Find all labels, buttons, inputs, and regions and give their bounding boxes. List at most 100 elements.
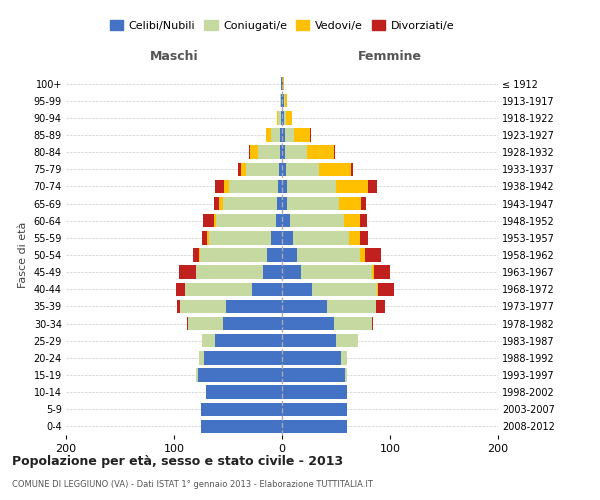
Bar [247, 162, 279, 176]
Bar [360, 214, 367, 228]
Bar [282, 248, 297, 262]
Bar [282, 300, 328, 313]
Bar [365, 248, 382, 262]
Bar [282, 386, 347, 399]
Bar [285, 94, 287, 108]
Bar [201, 402, 282, 416]
Bar [181, 300, 226, 313]
Bar [224, 180, 229, 193]
Bar [312, 282, 377, 296]
Bar [287, 197, 339, 210]
Bar [282, 334, 336, 347]
Text: Maschi: Maschi [149, 50, 199, 63]
Bar [177, 300, 181, 313]
Bar [282, 282, 312, 296]
Bar [187, 317, 188, 330]
Bar [179, 266, 196, 279]
Bar [376, 300, 385, 313]
Bar [283, 77, 284, 90]
Bar [282, 214, 290, 228]
Bar [206, 386, 282, 399]
Bar [344, 214, 360, 228]
Bar [293, 231, 349, 244]
Bar [266, 128, 271, 141]
Bar [282, 402, 347, 416]
Bar [344, 368, 347, 382]
Bar [214, 214, 216, 228]
Bar [282, 351, 341, 364]
Bar [334, 317, 371, 330]
Bar [241, 162, 247, 176]
Bar [278, 180, 282, 193]
Bar [278, 111, 281, 124]
Bar [349, 231, 360, 244]
Bar [176, 282, 185, 296]
Bar [282, 111, 284, 124]
Bar [250, 146, 258, 159]
Bar [275, 214, 282, 228]
Bar [214, 197, 220, 210]
Bar [282, 162, 286, 176]
Bar [199, 351, 204, 364]
Bar [351, 162, 353, 176]
Bar [284, 111, 286, 124]
Text: Femmine: Femmine [358, 50, 422, 63]
Bar [203, 214, 214, 228]
Bar [248, 146, 250, 159]
Bar [328, 300, 376, 313]
Bar [209, 231, 271, 244]
Bar [252, 282, 282, 296]
Bar [223, 317, 282, 330]
Bar [336, 180, 368, 193]
Bar [360, 248, 365, 262]
Bar [301, 266, 371, 279]
Bar [374, 266, 390, 279]
Bar [378, 282, 394, 296]
Bar [267, 248, 282, 262]
Bar [282, 197, 287, 210]
Bar [361, 197, 366, 210]
Bar [196, 368, 198, 382]
Bar [341, 351, 347, 364]
Bar [286, 162, 319, 176]
Bar [238, 162, 241, 176]
Bar [199, 248, 200, 262]
Bar [277, 197, 282, 210]
Bar [310, 128, 311, 141]
Bar [282, 94, 284, 108]
Bar [282, 266, 301, 279]
Bar [202, 334, 215, 347]
Bar [226, 300, 282, 313]
Bar [360, 231, 368, 244]
Bar [188, 317, 223, 330]
Bar [196, 266, 263, 279]
Bar [271, 128, 280, 141]
Y-axis label: Fasce di età: Fasce di età [18, 222, 28, 288]
Bar [377, 282, 378, 296]
Bar [282, 77, 283, 90]
Bar [279, 162, 282, 176]
Text: COMUNE DI LEGGIUNO (VA) - Dati ISTAT 1° gennaio 2013 - Elaborazione TUTTITALIA.I: COMUNE DI LEGGIUNO (VA) - Dati ISTAT 1° … [12, 480, 373, 489]
Bar [282, 146, 285, 159]
Bar [223, 197, 277, 210]
Bar [277, 111, 278, 124]
Bar [280, 94, 281, 108]
Bar [263, 266, 282, 279]
Bar [285, 128, 294, 141]
Bar [282, 317, 334, 330]
Bar [287, 180, 336, 193]
Bar [368, 180, 377, 193]
Bar [220, 197, 223, 210]
Bar [193, 248, 199, 262]
Bar [339, 197, 361, 210]
Bar [202, 231, 208, 244]
Bar [229, 180, 278, 193]
Bar [307, 146, 334, 159]
Bar [334, 146, 335, 159]
Bar [282, 368, 344, 382]
Bar [281, 111, 282, 124]
Bar [282, 231, 293, 244]
Bar [294, 128, 310, 141]
Bar [286, 111, 292, 124]
Bar [336, 334, 358, 347]
